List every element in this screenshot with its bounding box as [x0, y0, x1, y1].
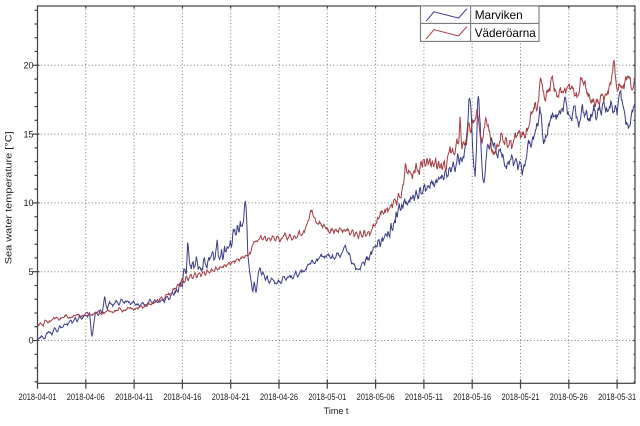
svg-text:2018-05-26: 2018-05-26: [550, 392, 588, 402]
svg-text:20: 20: [23, 61, 33, 71]
svg-text:2018-05-31: 2018-05-31: [598, 392, 636, 402]
svg-text:Sea water temperature [°C]: Sea water temperature [°C]: [4, 131, 14, 264]
svg-text:2018-05-06: 2018-05-06: [357, 392, 395, 402]
svg-text:2018-05-21: 2018-05-21: [502, 392, 540, 402]
svg-text:0: 0: [28, 336, 33, 346]
svg-text:5: 5: [28, 267, 33, 277]
svg-text:10: 10: [23, 198, 33, 208]
svg-text:2018-04-26: 2018-04-26: [260, 392, 298, 402]
svg-text:15: 15: [23, 129, 33, 139]
svg-text:2018-04-11: 2018-04-11: [115, 392, 153, 402]
svg-text:2018-04-21: 2018-04-21: [212, 392, 250, 402]
svg-text:2018-04-16: 2018-04-16: [163, 392, 201, 402]
svg-text:2018-05-16: 2018-05-16: [453, 392, 491, 402]
svg-text:2018-05-01: 2018-05-01: [308, 392, 346, 402]
svg-text:2018-05-11: 2018-05-11: [405, 392, 443, 402]
svg-text:2018-04-06: 2018-04-06: [67, 392, 105, 402]
svg-text:Väderöarna: Väderöarna: [475, 26, 536, 40]
svg-text:Marviken: Marviken: [475, 8, 523, 22]
svg-text:2018-04-01: 2018-04-01: [19, 392, 57, 402]
svg-text:Time t: Time t: [324, 406, 349, 416]
